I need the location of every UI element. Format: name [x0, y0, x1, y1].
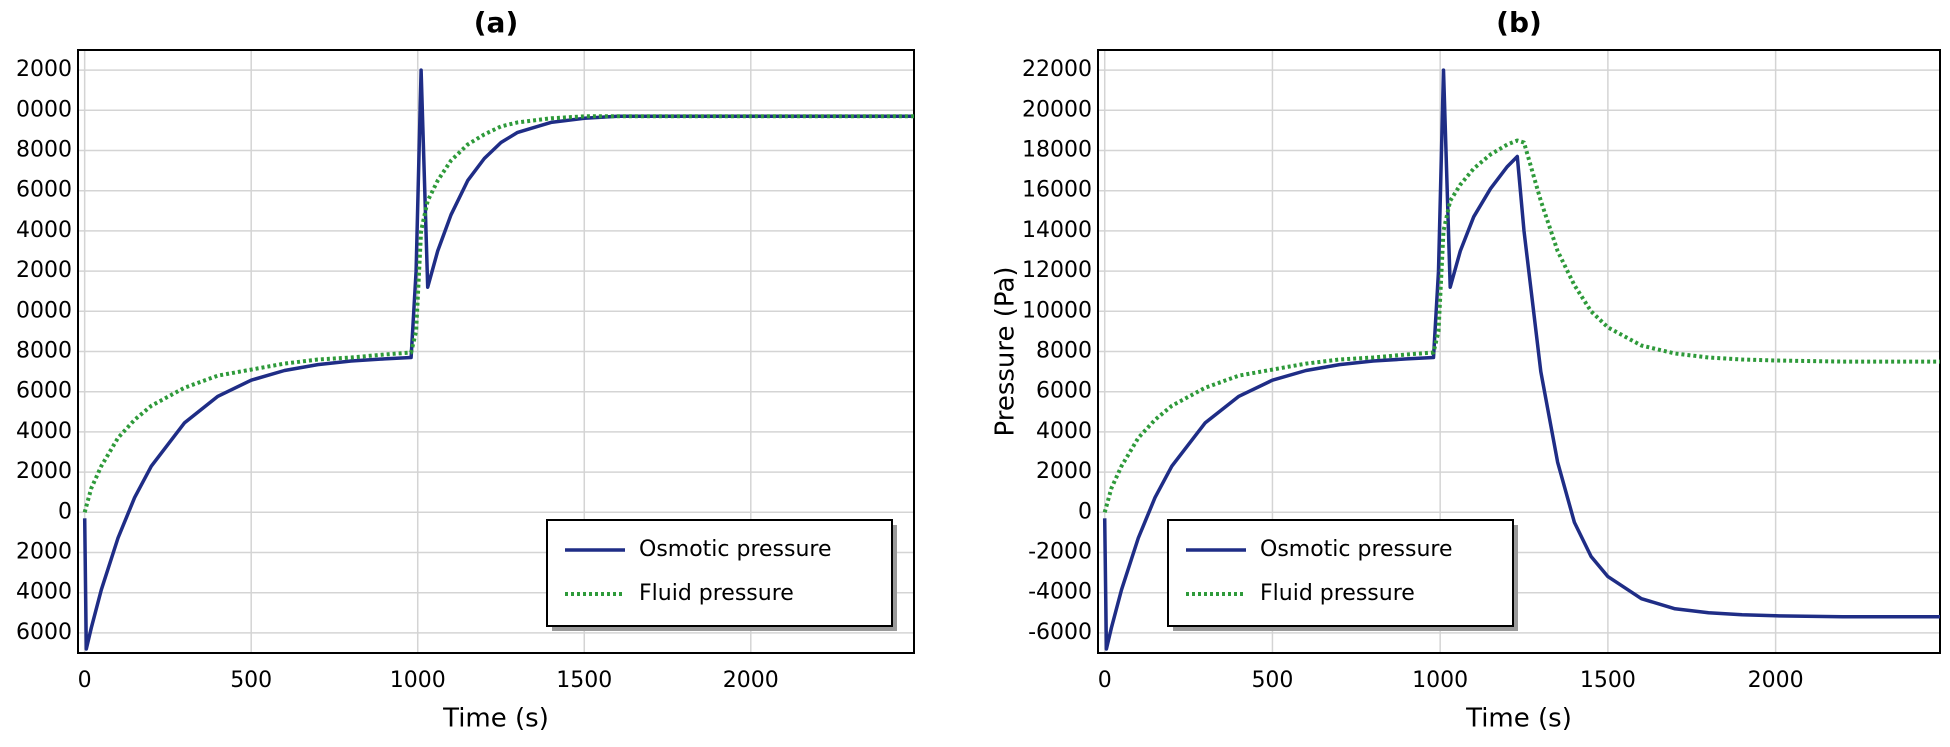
x-tick-label: 500: [230, 668, 272, 693]
y-tick-label: 6000: [16, 620, 72, 645]
y-tick-label: 16000: [1022, 178, 1092, 203]
y-tick-label: 0: [58, 499, 72, 524]
legend: [1167, 519, 1514, 627]
plot-frame: [1097, 49, 1941, 654]
y-tick-label: 8000: [16, 138, 72, 163]
y-tick-label: 4000: [1036, 419, 1092, 444]
y-tick-label: 8000: [16, 339, 72, 364]
legend: [546, 519, 893, 627]
y-tick-label: 6000: [16, 379, 72, 404]
y-tick-label: 4000: [16, 419, 72, 444]
x-axis-label: Time (s): [442, 704, 549, 734]
x-tick-label: 0: [78, 668, 92, 693]
y-tick-label: 2000: [16, 57, 72, 82]
legend-label: Fluid pressure: [1260, 581, 1415, 606]
x-tick-label: 0: [1098, 668, 1112, 693]
y-tick-label: 2000: [16, 540, 72, 565]
series-line: [82, 68, 914, 651]
y-tick-label: 12000: [1022, 258, 1092, 283]
y-tick-label: 14000: [1022, 218, 1092, 243]
y-tick-label: 0000: [16, 97, 72, 122]
y-tick-label: -6000: [1028, 620, 1092, 645]
y-tick-label: 4000: [16, 218, 72, 243]
y-tick-label: 4000: [16, 580, 72, 605]
y-tick-label: 2000: [16, 459, 72, 484]
x-tick-label: 1000: [1412, 668, 1468, 693]
x-tick-label: 2000: [1748, 668, 1804, 693]
x-tick-label: 500: [1251, 668, 1293, 693]
legend-label: Osmotic pressure: [1260, 537, 1453, 562]
y-tick-label: 20000: [1022, 97, 1092, 122]
y-tick-label: 10000: [1022, 298, 1092, 323]
x-tick-label: 1500: [556, 668, 612, 693]
y-tick-label: 2000: [1036, 459, 1092, 484]
legend-label: Osmotic pressure: [639, 537, 832, 562]
y-tick-label: 22000: [1022, 57, 1092, 82]
y-tick-label: 6000: [1036, 379, 1092, 404]
y-tick-label: 2000: [16, 258, 72, 283]
y-tick-label: -2000: [1028, 540, 1092, 565]
y-tick-label: -4000: [1028, 580, 1092, 605]
series-line: [1102, 68, 1940, 651]
chart-title: (a): [474, 6, 519, 39]
legend-label: Fluid pressure: [639, 581, 794, 606]
x-axis-label: Time (s): [1465, 704, 1572, 734]
y-tick-label: 0000: [16, 298, 72, 323]
plot-frame: [77, 49, 915, 654]
y-tick-label: 8000: [1036, 339, 1092, 364]
y-tick-label: 6000: [16, 178, 72, 203]
x-tick-label: 1000: [390, 668, 446, 693]
x-tick-label: 2000: [723, 668, 779, 693]
y-tick-label: 18000: [1022, 138, 1092, 163]
chart-title: (b): [1496, 6, 1542, 39]
series-line: [1102, 138, 1940, 513]
y-tick-label: 0: [1078, 499, 1092, 524]
x-tick-label: 1500: [1580, 668, 1636, 693]
y-axis-label: Pressure (Pa): [991, 266, 1021, 436]
